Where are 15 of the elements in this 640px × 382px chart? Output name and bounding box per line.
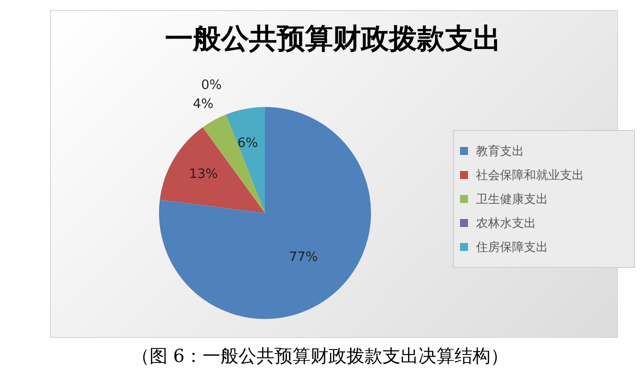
pie-slice [226,107,265,213]
legend-label: 卫生健康支出 [476,190,548,208]
chart-title: 一般公共预算财政拨款支出 [164,21,502,57]
text: 0% [201,78,222,93]
legend-label: 教育支出 [476,142,524,160]
legend-label: 住房保障支出 [476,238,548,256]
text: （图 6：一般公共预算财政拨款支出决算结构） [130,345,510,368]
legend-label: 农林水支出 [476,214,536,232]
legend-label: 社会保障和就业支出 [476,166,584,184]
data-label: 13% [188,167,218,182]
data-label: 77% [289,250,318,265]
data-label: 6% [237,136,258,151]
data-label: 4% [192,97,214,112]
pie-slice [159,107,371,319]
pie-slice [160,127,265,213]
